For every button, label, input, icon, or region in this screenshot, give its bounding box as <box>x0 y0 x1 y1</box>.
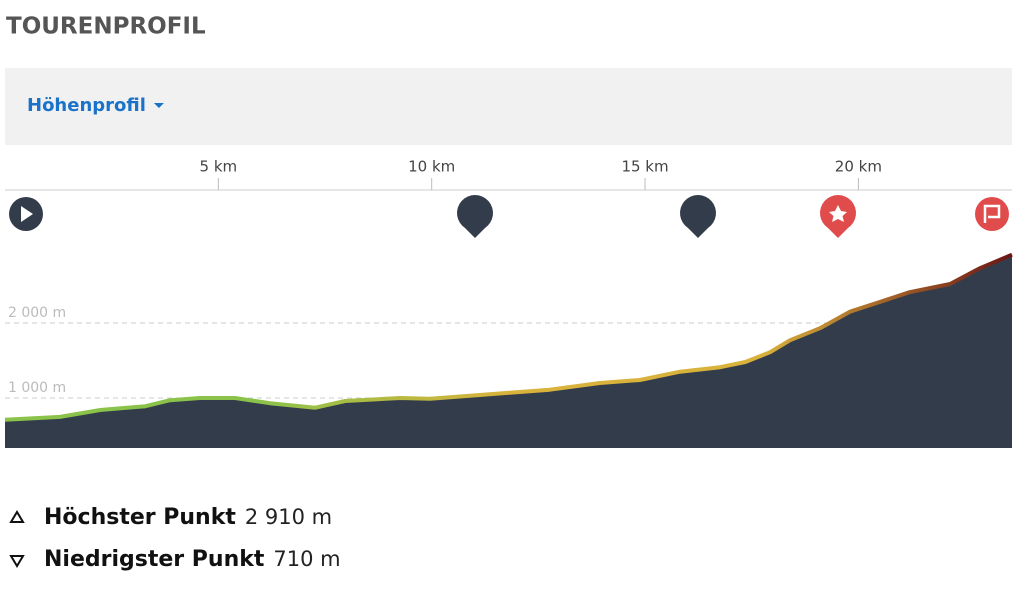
dropdown-caret[interactable] <box>153 103 164 108</box>
waypoint-icons <box>9 195 1009 238</box>
down-triangle <box>9 555 25 568</box>
up-triangle <box>9 510 25 523</box>
waypoint-pin <box>456 195 493 238</box>
stat-label: Niedrigster Punkt <box>44 547 265 572</box>
start-play <box>21 206 33 222</box>
elevation-area <box>5 254 1012 448</box>
x-tick-label: 15 km <box>621 158 668 176</box>
finish-icon <box>975 197 1009 231</box>
x-tick-label: 20 km <box>835 158 882 176</box>
stat-label: Höchster Punkt <box>44 505 236 530</box>
y-tick-label: 2 000 m <box>8 305 66 321</box>
x-tick-label: 10 km <box>408 158 455 176</box>
toolbar <box>5 68 1012 145</box>
dropdown-label[interactable]: Höhenprofil <box>27 95 146 116</box>
section-title: TOURENPROFIL <box>6 14 206 40</box>
chart: 5 km 10 km 15 km 20 km 1 000 m 2 000 m <box>4 158 1013 448</box>
elevation-line <box>4 252 1013 422</box>
star <box>829 205 847 222</box>
x-tick-label: 5 km <box>200 158 238 176</box>
finish-flag <box>983 204 1001 223</box>
stat-value: 710 m <box>273 547 340 571</box>
dropdown[interactable]: Höhenprofil <box>27 95 164 116</box>
waypoint-pin <box>680 195 716 238</box>
stats: Höchster Punkt 2 910 m Niedrigster Punkt 71… <box>9 505 341 572</box>
stat-value: 2 910 m <box>245 505 332 529</box>
y-tick-label: 1 000 m <box>8 380 66 396</box>
